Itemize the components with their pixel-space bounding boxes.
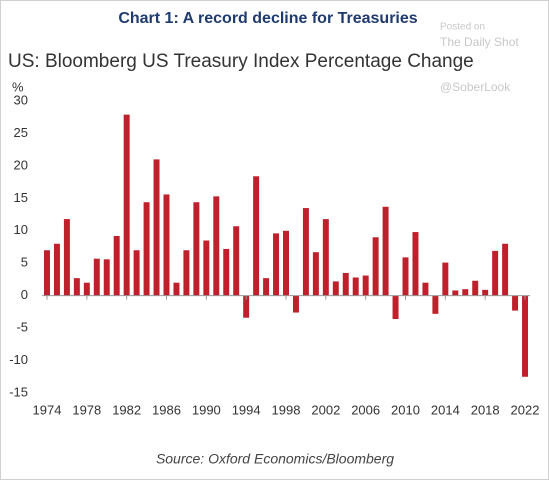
- bar: [442, 262, 449, 296]
- watermark: @SoberLook: [440, 80, 511, 94]
- x-tick-label: 1990: [192, 402, 221, 417]
- bar: [312, 252, 319, 296]
- bar: [93, 258, 100, 296]
- bar: [213, 196, 220, 296]
- bar: [372, 237, 379, 296]
- x-tick-label: 1994: [232, 402, 261, 417]
- y-tick-label: 15: [14, 190, 28, 205]
- x-tick-label: 1986: [152, 402, 181, 417]
- bar: [113, 235, 120, 296]
- bar: [512, 295, 519, 311]
- bar: [123, 114, 130, 296]
- bar: [63, 219, 70, 296]
- bar: [392, 295, 399, 320]
- chart-title: Chart 1: A record decline for Treasuries: [118, 10, 417, 27]
- bar: [462, 289, 469, 296]
- bar: [163, 194, 170, 296]
- bar: [233, 226, 240, 296]
- x-tick-label: 2010: [391, 402, 420, 417]
- y-tick-label: 25: [14, 125, 28, 140]
- watermark: The Daily Shot: [440, 35, 519, 49]
- bar: [452, 290, 459, 296]
- bar: [103, 259, 110, 296]
- x-tick-label: 1974: [33, 402, 62, 417]
- bar: [183, 250, 190, 296]
- x-tick-label: 2018: [471, 402, 500, 417]
- bar: [362, 275, 369, 296]
- bar: [342, 272, 349, 296]
- bar: [412, 232, 419, 296]
- x-tick-label: 2006: [351, 402, 380, 417]
- y-tick-label: -10: [9, 352, 28, 367]
- bar: [53, 243, 60, 296]
- bar: [502, 243, 509, 296]
- x-tick-label: 1998: [272, 402, 301, 417]
- bar: [482, 289, 489, 296]
- y-tick-label: 20: [14, 157, 28, 172]
- bar: [153, 159, 160, 296]
- bar: [193, 202, 200, 296]
- bar: [522, 295, 529, 377]
- bar: [302, 208, 309, 296]
- bar: [143, 202, 150, 296]
- bar: [173, 282, 180, 296]
- watermark: Posted on: [440, 22, 485, 33]
- bar: [203, 240, 210, 296]
- bar: [263, 278, 270, 296]
- y-tick-label: 0: [21, 287, 28, 302]
- x-tick-label: 1978: [72, 402, 101, 417]
- x-tick-label: 1982: [112, 402, 141, 417]
- bar: [283, 230, 289, 296]
- y-tick-label: -5: [16, 320, 28, 335]
- x-tick-label: 2014: [431, 402, 460, 417]
- bar: [322, 219, 329, 296]
- bar: [253, 176, 260, 296]
- y-tick-label: 30: [14, 92, 28, 107]
- bar: [332, 281, 339, 296]
- bar: [273, 233, 280, 296]
- x-tick-label: 2022: [511, 402, 540, 417]
- chart-subtitle: US: Bloomberg US Treasury Index Percenta…: [8, 51, 474, 72]
- bar: [43, 250, 50, 296]
- bar: [382, 206, 389, 296]
- bar: [422, 282, 429, 296]
- bar: [243, 295, 250, 318]
- bar: [402, 257, 409, 296]
- bar: [352, 277, 359, 296]
- y-tick-label: -15: [9, 384, 28, 399]
- bar: [472, 280, 479, 296]
- y-tick-label: 10: [14, 222, 28, 237]
- bar: [223, 248, 230, 296]
- source: Source: Oxford Economics/Bloomberg: [156, 451, 394, 467]
- bar: [133, 250, 140, 296]
- y-axis-label: %: [12, 79, 24, 94]
- bar: [83, 282, 90, 296]
- bar: [292, 295, 299, 313]
- bar: [432, 295, 439, 314]
- bar: [73, 278, 80, 296]
- y-tick-label: 5: [21, 255, 28, 270]
- x-tick-label: 2002: [311, 402, 340, 417]
- bar: [492, 250, 499, 296]
